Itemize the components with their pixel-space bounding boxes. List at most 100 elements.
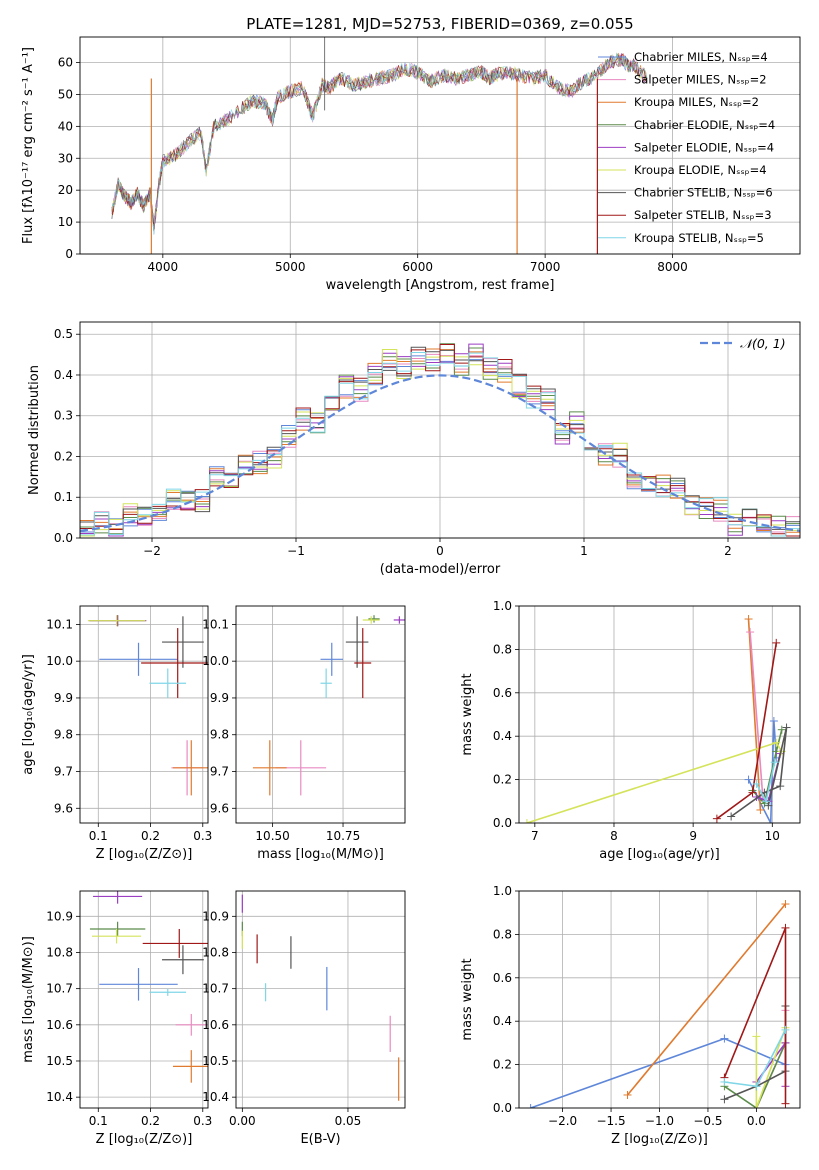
grid-mass_weight_vs_age [519, 605, 800, 824]
weight-series-line [526, 741, 783, 823]
x-tick-label: −2.0 [548, 1114, 577, 1128]
x-tick-label: 0.00 [229, 1114, 256, 1128]
panel-age_vs_mass: 10.50 10.75 9.6 9.7 9.8 9.9 10.0 10.1 mass [log₁… [202, 605, 406, 862]
y-axis-label: mass weight [460, 958, 475, 1040]
y-tick-label: 0.0 [493, 816, 512, 830]
y-tick-label: 50 [58, 87, 73, 101]
y-tick-label: 10.4 [46, 1090, 73, 1104]
y-tick-label: 9.8 [54, 728, 73, 742]
y-tick-label: 10.8 [202, 945, 229, 959]
y-tick-label: 10.0 [202, 654, 229, 668]
weight-series-line [723, 1042, 787, 1108]
grid-mass_vs_Z [80, 891, 208, 1108]
y-tick-label: 0.5 [54, 327, 73, 341]
axes-frame [79, 321, 801, 539]
x-tick-label: 0.2 [141, 829, 160, 843]
normal-reference-curve [80, 374, 800, 532]
plot-area-mass_weight_vs_Z [526, 900, 790, 1108]
x-tick-label: 0.3 [193, 829, 212, 843]
x-tick-label: 8 [610, 829, 618, 843]
y-tick-label: 10.9 [202, 909, 229, 923]
y-axis-label: Normed distribution [27, 365, 42, 495]
legend-label: Chabrier STELIB, Nₛₛₚ=6 [634, 186, 773, 200]
y-tick-label: 10.5 [46, 1054, 73, 1068]
x-tick-label: −0.5 [693, 1114, 722, 1128]
x-axis-label: E(B-V) [300, 1132, 340, 1147]
axes-frame [235, 890, 406, 1109]
panel-mass_vs_Z: 0.1 0.2 0.3 10.4 10.5 10.6 10.7 10.8 10.9 Z [log₁… [21, 890, 212, 1147]
x-axis-label: Z [log₁₀(Z/Z⊙)] [96, 847, 193, 862]
y-tick-label: 10.4 [202, 1090, 229, 1104]
figure-title: PLATE=1281, MJD=52753, FIBERID=0369, z=0… [246, 15, 633, 33]
panel-age_vs_Z: 0.1 0.2 0.3 9.6 9.7 9.8 9.9 10.0 10.1 Z [log₁₀(Z/… [21, 605, 212, 862]
grid-age_vs_mass [236, 606, 405, 823]
x-tick-label: 0 [436, 544, 444, 558]
legend-label: Kroupa ELODIE, Nₛₛₚ=4 [634, 163, 767, 177]
x-tick-label: 4000 [148, 260, 179, 274]
legend-label: Chabrier ELODIE, Nₛₛₚ=4 [634, 118, 775, 132]
plot-area-mass_vs_Z [89, 891, 208, 1083]
axes-frame [518, 890, 801, 1109]
legend-label: Salpeter ELODIE, Nₛₛₚ=4 [634, 140, 774, 154]
panel-mass_weight_vs_age: 7 8 9 10 0.0 0.2 0.4 0.6 0.8 1.0 age [log₁₀(age/yr… [460, 599, 801, 862]
x-axis-label: Z [log₁₀(Z/Z⊙)] [611, 1132, 708, 1147]
legend-label: 𝒩(0, 1) [740, 336, 786, 351]
plot-area-residuals [80, 343, 800, 538]
y-tick-label: 10.7 [202, 982, 229, 996]
y-tick-label: 0.8 [493, 927, 512, 941]
histogram-series [80, 352, 800, 538]
grid-age_vs_Z [80, 606, 208, 823]
plot-area-age_vs_mass [252, 615, 405, 796]
x-tick-label: 10.75 [326, 829, 360, 843]
x-tick-label: 7 [531, 829, 539, 843]
weight-series-line [755, 1027, 787, 1108]
legend-label: Kroupa MILES, Nₛₛₚ=2 [634, 95, 759, 109]
y-axis-label: mass [log₁₀(M/M⊙)] [21, 936, 36, 1063]
y-axis-label: Flux [fλ10⁻¹⁷ erg cm⁻² s⁻¹ A⁻¹] [21, 47, 36, 244]
panel-residuals: −2 −1 0 1 2 0.0 0.1 0.2 0.3 0.4 0.5 (data-model)/er… [27, 321, 801, 577]
legend-label: Salpeter MILES, Nₛₛₚ=2 [634, 73, 767, 87]
spectrum-series-line [111, 52, 648, 235]
y-tick-label: 9.9 [54, 691, 73, 705]
x-tick-label: 7000 [530, 260, 561, 274]
y-tick-label: 10.1 [46, 617, 73, 631]
x-tick-label: 0.1 [89, 829, 108, 843]
weight-series-line [626, 903, 787, 1096]
y-tick-label: 0.4 [54, 368, 73, 382]
plot-area-spectrum [111, 37, 648, 254]
x-tick-label: 0.1 [89, 1114, 108, 1128]
plot-area-age_vs_Z [87, 615, 208, 796]
x-tick-label: 0.05 [335, 1114, 362, 1128]
legend-label: Salpeter STELIB, Nₛₛₚ=3 [634, 208, 772, 222]
y-tick-label: 0.6 [493, 971, 512, 985]
y-tick-label: 9.7 [210, 765, 229, 779]
y-tick-label: 40 [58, 119, 73, 133]
x-axis-label: (data-model)/error [380, 562, 501, 577]
x-tick-label: 8000 [657, 260, 688, 274]
y-tick-label: 0.4 [493, 1014, 512, 1028]
y-tick-label: 9.8 [210, 728, 229, 742]
panel-mass_weight_vs_Z: −2.0 −1.5 −1.0 −0.5 0.0 0.0 0.2 0.4 0.6 0.8 1.0 Z [… [460, 884, 801, 1147]
y-tick-label: 0.1 [54, 490, 73, 504]
panel-mass_vs_EBV: 0.00 0.05 10.4 10.5 10.6 10.7 10.8 10.9 E(B-V) [202, 890, 406, 1147]
y-tick-label: 0.3 [54, 409, 73, 423]
y-tick-label: 0.2 [493, 1058, 512, 1072]
y-tick-label: 0.0 [54, 531, 73, 545]
y-axis-label: mass weight [460, 673, 475, 755]
x-tick-label: −1 [287, 544, 305, 558]
panel-spectrum: 4000 5000 6000 7000 8000 0 10 20 30 40 50 60 wavelen… [21, 36, 801, 293]
y-tick-label: 10.1 [202, 617, 229, 631]
x-tick-label: 10.50 [255, 829, 289, 843]
x-axis-label: Z [log₁₀(Z/Z⊙)] [96, 1132, 193, 1147]
y-tick-label: 10.6 [46, 1018, 73, 1032]
legend: Chabrier MILES, Nₛₛₚ=4 Salpeter MILES, Nₛ… [598, 50, 775, 245]
y-tick-label: 30 [58, 151, 73, 165]
grid-mass_vs_EBV [236, 891, 405, 1108]
y-tick-label: 0.0 [493, 1101, 512, 1115]
axes-frame [518, 605, 801, 824]
y-tick-label: 60 [58, 56, 73, 70]
x-axis-label: mass [log₁₀(M/M⊙)] [257, 847, 384, 862]
y-tick-label: 9.6 [54, 801, 73, 815]
y-tick-label: 9.9 [210, 691, 229, 705]
y-tick-label: 10.8 [46, 945, 73, 959]
